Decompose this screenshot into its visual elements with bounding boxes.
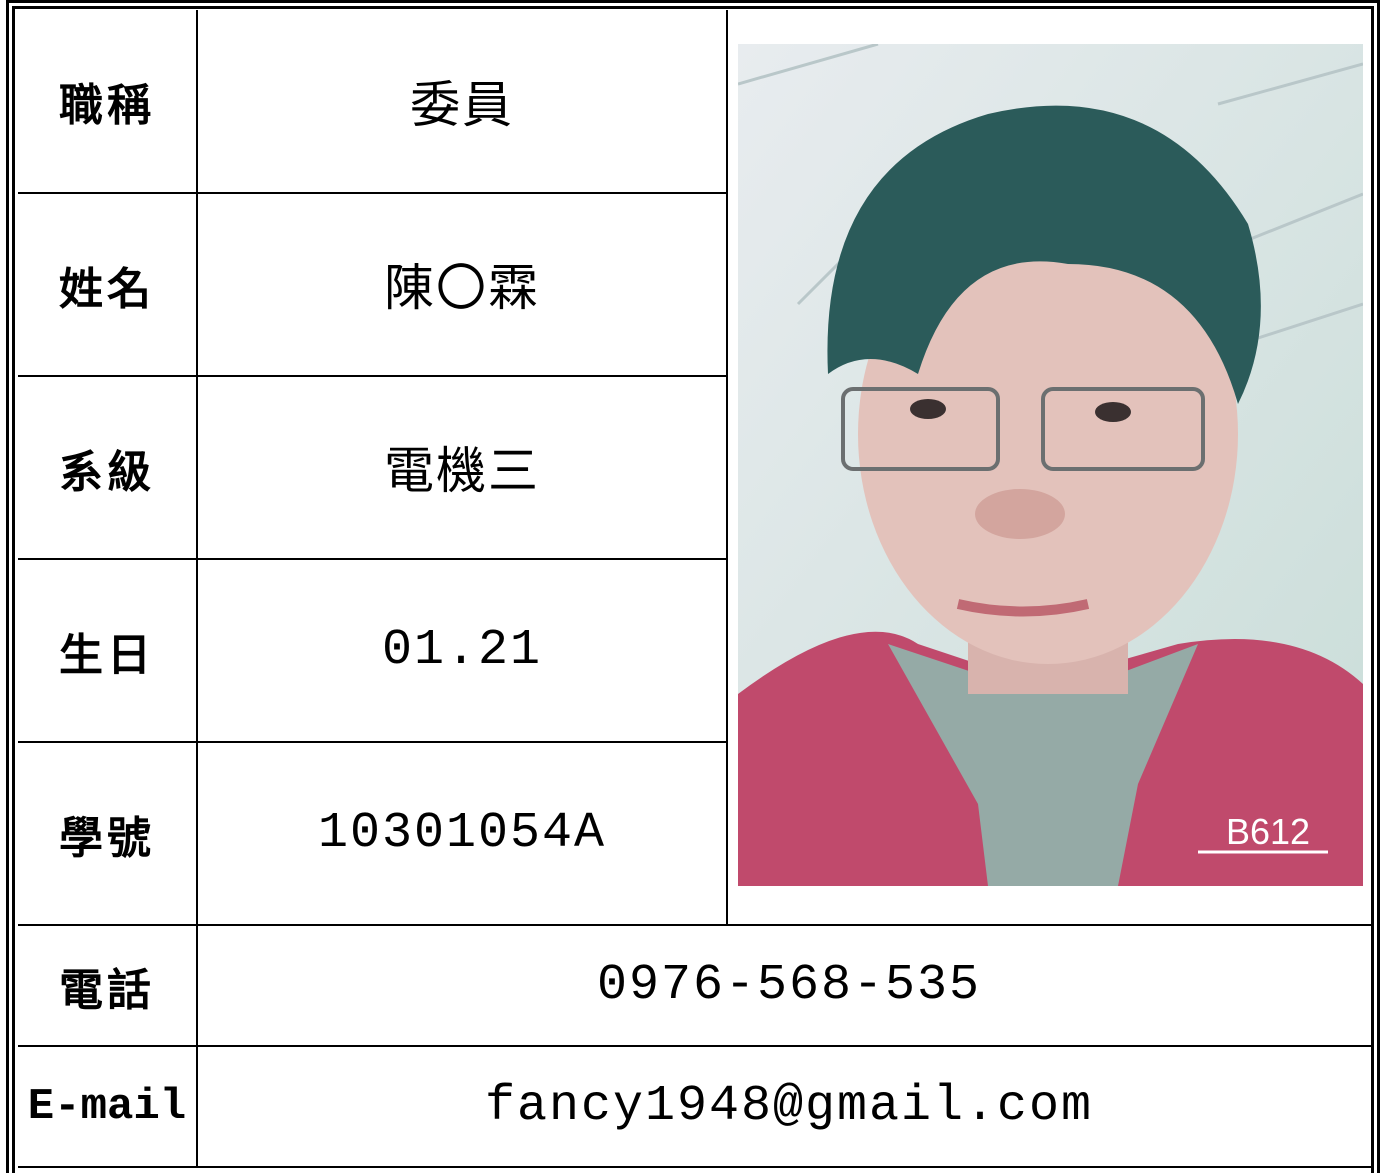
eye — [1095, 402, 1131, 422]
row: 職稱 委員 — [18, 10, 1371, 926]
watermark: B612 — [1226, 811, 1310, 852]
row: 姓名 陳〇霖 — [18, 192, 1371, 377]
label: 職稱 — [18, 10, 198, 194]
label: 學號 — [18, 741, 198, 926]
value: fancy1948@gmail.com — [196, 1045, 1371, 1168]
eye — [910, 399, 946, 419]
value: 電機三 — [196, 375, 727, 560]
nose — [975, 489, 1065, 539]
face — [858, 204, 1238, 664]
profile-frame: 職稱 委員 — [6, 0, 1380, 1173]
value: 委員 — [196, 10, 728, 194]
profile-table: 職稱 委員 — [18, 10, 1371, 1168]
row: 系級 電機三 — [18, 375, 1371, 560]
hood — [888, 644, 1198, 886]
value: 01.21 — [196, 558, 727, 743]
row: 學號 10301054A — [18, 741, 1371, 926]
label: 姓名 — [18, 192, 198, 377]
glasses-left — [841, 387, 1000, 471]
row: E-mail fancy1948@gmail.com — [18, 1045, 1371, 1168]
photo: B612 — [737, 42, 1364, 886]
glasses-right — [1041, 387, 1205, 471]
row: 電話 0976-568-535 — [18, 924, 1371, 1047]
label: 電話 — [18, 924, 198, 1047]
label: E-mail — [18, 1045, 198, 1168]
hair — [827, 105, 1261, 404]
label: 生日 — [18, 558, 198, 743]
value: 10301054A — [196, 741, 727, 926]
mouth — [956, 599, 1090, 617]
label: 系級 — [18, 375, 198, 560]
photo-cell: B612 — [726, 10, 1371, 926]
value: 0976-568-535 — [196, 924, 1371, 1047]
row: 生日 01.21 — [18, 558, 1371, 743]
value: 陳〇霖 — [196, 192, 727, 377]
